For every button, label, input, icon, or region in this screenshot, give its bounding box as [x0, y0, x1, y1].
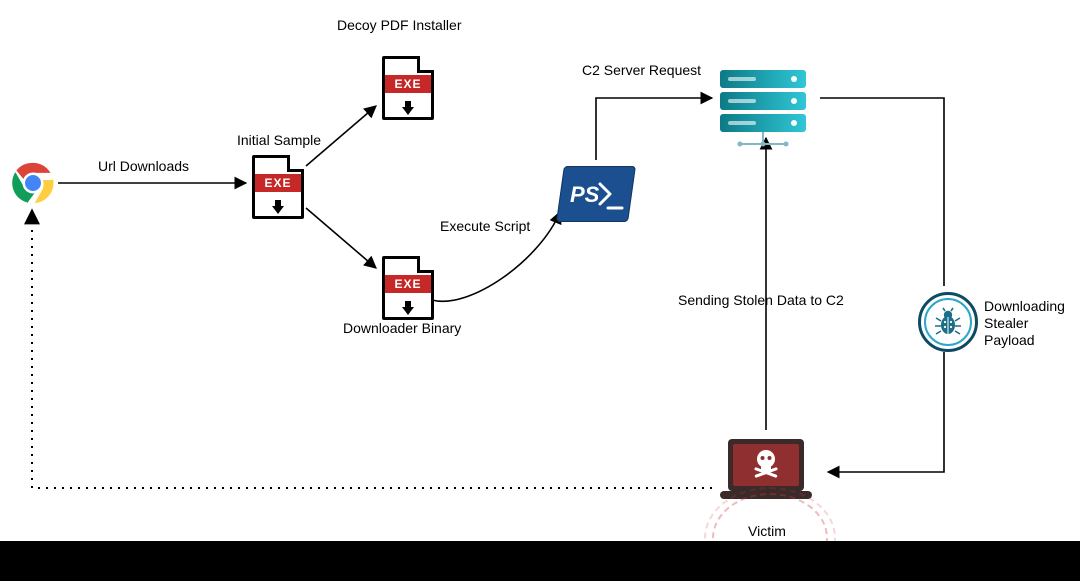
- edge-layer: [0, 0, 1080, 581]
- exe-badge: EXE: [385, 275, 431, 293]
- edge-download-payload-2: [828, 352, 944, 472]
- download-arrow-icon: [402, 307, 414, 315]
- chrome-icon: [12, 162, 54, 204]
- edge-label-c2-request: C2 Server Request: [582, 62, 701, 79]
- svg-text:PS: PS: [570, 182, 600, 207]
- edge-back-to-browser: [32, 210, 712, 488]
- decoy-node: EXE: [382, 56, 434, 120]
- bug-icon: [918, 292, 978, 352]
- exe-icon: EXE: [382, 256, 434, 320]
- exe-icon: EXE: [382, 56, 434, 120]
- edge-label-url-downloads: Url Downloads: [98, 158, 189, 175]
- exe-badge: EXE: [385, 75, 431, 93]
- server-icon: [720, 70, 806, 147]
- initial-sample-label: Initial Sample: [237, 132, 321, 149]
- download-arrow-icon: [402, 107, 414, 115]
- downloader-label: Downloader Binary: [343, 320, 461, 337]
- exe-badge: EXE: [255, 174, 301, 192]
- exe-icon: EXE: [252, 155, 304, 219]
- edge-label-download-payload: Downloading Stealer Payload: [984, 298, 1074, 348]
- downloader-node: EXE: [382, 256, 434, 320]
- footer-bar: [0, 541, 1080, 581]
- edge-label-execute-script: Execute Script: [440, 218, 530, 235]
- edge-label-send-stolen: Sending Stolen Data to C2: [678, 292, 844, 309]
- powershell-icon: PS: [560, 166, 632, 222]
- victim-label: Victim: [748, 523, 786, 540]
- edge-c2-request: [596, 98, 712, 160]
- download-arrow-icon: [272, 206, 284, 214]
- initial-sample-node: EXE: [252, 155, 304, 219]
- decoy-label: Decoy PDF Installer: [337, 17, 461, 34]
- diagram-canvas: EXE Initial Sample EXE Decoy PDF Install…: [0, 0, 1080, 581]
- edge-download-payload: [820, 98, 944, 286]
- edge-to-downloader: [306, 208, 376, 268]
